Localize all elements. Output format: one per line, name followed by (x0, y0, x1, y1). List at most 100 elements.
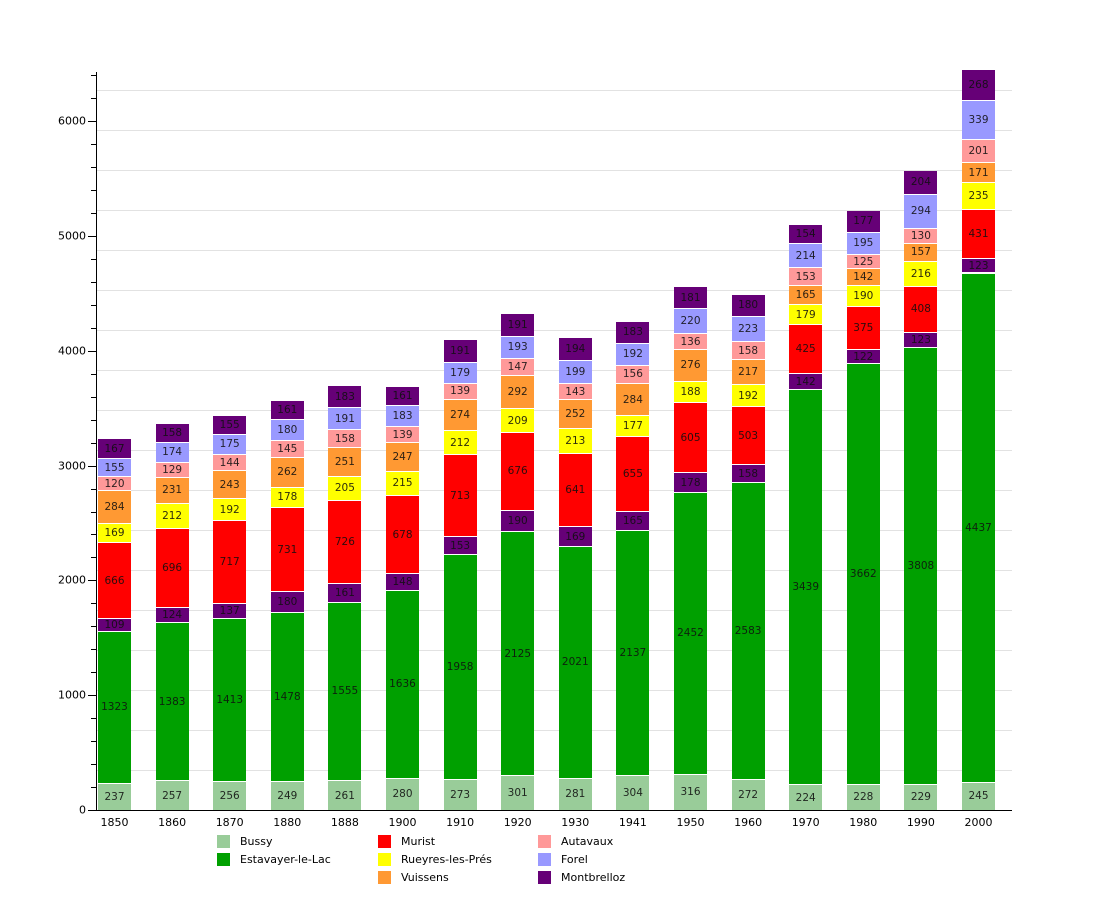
segment-value-label: 339 (968, 114, 989, 126)
segment-value-label: 245 (968, 790, 989, 803)
legend-item-murist: Murist (378, 832, 492, 850)
bar-segment-forel: 179 (443, 362, 477, 383)
bar-segment-montbrelloz: 155 (213, 416, 247, 434)
segment-value-label: 165 (622, 514, 643, 527)
segment-value-label: 158 (738, 467, 759, 480)
gridline (96, 130, 1012, 131)
y-minor-tick (91, 741, 96, 742)
segment-value-label: 129 (162, 463, 183, 476)
segment-value-label: 4437 (965, 521, 992, 534)
bar-segment-montbrelloz: 183 (616, 321, 650, 343)
legend-item-estavayer-le-lac: Estavayer-le-Lac (217, 850, 331, 868)
bar-segment-murist: 713 (443, 454, 477, 537)
segment-value-label: 316 (680, 786, 701, 799)
segment-value-label: 205 (334, 482, 355, 495)
bar-segment-autavaux: 139 (443, 382, 477, 399)
segment-value-label: 1413 (216, 693, 244, 706)
segment-value-label: 678 (392, 528, 413, 541)
y-minor-tick (91, 534, 96, 535)
bar-segment-bussy: 301 (501, 775, 535, 810)
bar-segment-autavaux: 139 (386, 426, 419, 443)
segment-value-label: 2452 (677, 627, 704, 640)
gridline (96, 730, 1012, 731)
segment-value-label: 183 (622, 326, 643, 338)
segment-value-label: 178 (680, 476, 701, 489)
bar-segment-forel: 339 (962, 100, 995, 140)
bar-segment-rueyres-les-pr-s: 188 (674, 380, 707, 403)
bar-segment-montbrelloz: 154 (789, 225, 823, 243)
legend-item-forel: Forel (538, 850, 625, 868)
segment-value-label: 169 (104, 526, 125, 539)
bar-segment-murist: 726 (328, 499, 362, 584)
segment-value-label: 696 (162, 561, 183, 574)
bar-segment-autavaux: 136 (674, 333, 707, 350)
bar-segment-estavayer-le-lac: 2021 (558, 545, 592, 778)
segment-value-label: 136 (680, 335, 701, 348)
bar-1888: 261 1555 161 726 205 251 158 191 183 (328, 0, 362, 810)
segment-value-label: 123 (968, 259, 989, 272)
bar-segment-vuissens: 243 (213, 470, 247, 499)
segment-value-label: 153 (795, 270, 816, 283)
bar-segment-rueyres-les-pr-s: 215 (386, 470, 419, 496)
legend-color-chip (217, 834, 230, 848)
segment-value-label: 175 (219, 438, 240, 451)
bar-segment-murist: 375 (846, 306, 880, 350)
y-minor-tick (91, 282, 96, 283)
bar-segment-vuissens: 157 (904, 242, 938, 261)
segment-value-label: 304 (622, 786, 643, 799)
bar-segment-forel: 195 (846, 231, 880, 254)
segment-value-label: 190 (507, 514, 528, 527)
y-major-tick (88, 236, 96, 237)
bar-1870: 256 1413 137 717 192 243 144 175 155 (213, 0, 247, 810)
segment-value-label: 192 (219, 503, 240, 516)
segment-value-label: 243 (219, 478, 240, 491)
segment-value-label: 256 (219, 789, 240, 802)
bar-1920: 301 2125 190 676 209 292 147 193 191 (501, 0, 535, 810)
segment-value-label: 161 (392, 389, 413, 402)
x-axis-label: 1970 (791, 816, 820, 829)
bar-segment-bussy: 261 (328, 780, 362, 810)
segment-value-label: 284 (104, 500, 125, 513)
bar-2000: 245 4437 123 431 235 171 201 339 268 (962, 0, 995, 810)
bar-segment-morens: 109 (98, 618, 131, 631)
segment-value-label: 124 (162, 608, 183, 621)
gridline (96, 170, 1012, 171)
segment-value-label: 224 (795, 791, 816, 804)
bar-segment-murist: 503 (731, 406, 765, 465)
gridline (96, 90, 1012, 91)
segment-value-label: 158 (162, 426, 183, 439)
bar-segment-forel: 155 (98, 458, 131, 477)
bar-segment-murist: 666 (98, 541, 131, 619)
x-axis-label: 1910 (446, 816, 475, 829)
legend-label: Rueyres-les-Prés (401, 852, 492, 866)
segment-value-label: 726 (334, 535, 355, 548)
bar-segment-estavayer-le-lac: 4437 (962, 272, 995, 782)
segment-value-label: 251 (334, 456, 355, 468)
bar-segment-morens: 137 (213, 602, 247, 619)
y-major-tick (88, 580, 96, 581)
bar-segment-bussy: 249 (270, 781, 304, 810)
segment-value-label: 276 (680, 359, 701, 372)
segment-value-label: 190 (853, 289, 874, 302)
bar-segment-autavaux: 129 (155, 461, 189, 477)
bar-1941: 304 2137 165 655 177 284 156 192 183 (616, 0, 650, 810)
y-minor-tick (91, 328, 96, 329)
segment-value-label: 191 (334, 412, 355, 425)
bar-segment-morens: 142 (789, 373, 823, 390)
bar-segment-forel: 193 (501, 335, 535, 358)
bar-segment-estavayer-le-lac: 2125 (501, 531, 535, 776)
bar-segment-vuissens: 284 (616, 382, 650, 416)
x-axis-label: 1860 (158, 816, 187, 829)
segment-value-label: 212 (450, 436, 471, 449)
bar-segment-rueyres-les-pr-s: 213 (558, 428, 592, 453)
segment-value-label: 2583 (734, 624, 762, 637)
bar-segment-estavayer-le-lac: 1958 (443, 553, 477, 779)
segment-value-label: 676 (507, 465, 528, 478)
bar-segment-morens: 153 (443, 536, 477, 554)
legend-color-chip (378, 834, 391, 848)
legend-label: Forel (561, 852, 588, 866)
x-axis-label: 1888 (330, 816, 359, 829)
segment-value-label: 301 (507, 786, 528, 799)
x-axis-label: 1950 (676, 816, 705, 829)
bar-segment-morens: 165 (616, 510, 650, 530)
